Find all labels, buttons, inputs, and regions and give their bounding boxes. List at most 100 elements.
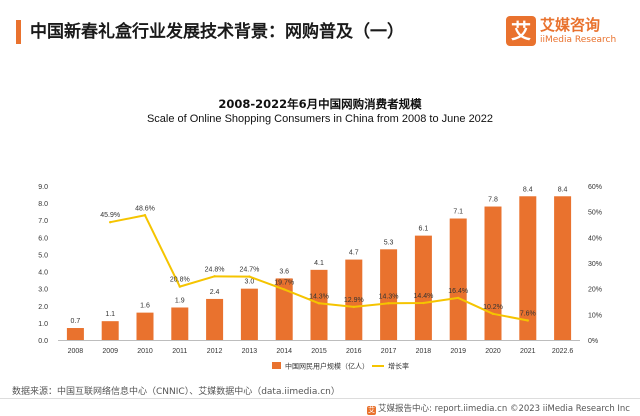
- bar: [310, 269, 328, 340]
- bar-value-label: 3.6: [279, 268, 289, 275]
- bar-value-label: 6.1: [419, 226, 429, 233]
- bar: [171, 307, 189, 340]
- growth-rate-label: 16.4%: [448, 288, 468, 295]
- logo-name-cn: 艾媒咨询: [540, 16, 601, 34]
- y-left-tick-label: 0.0: [38, 338, 48, 345]
- y-right-tick-label: 50%: [588, 210, 602, 217]
- bar-value-label: 0.7: [71, 318, 81, 325]
- growth-rate-point: [387, 302, 390, 305]
- footer-logo-icon: 艾: [367, 406, 377, 415]
- x-tick-label: 2012: [207, 348, 223, 355]
- bar: [519, 196, 537, 340]
- growth-rate-label: 24.8%: [205, 266, 225, 273]
- growth-rate-point: [283, 288, 286, 291]
- y-right-tick-label: 30%: [588, 261, 602, 268]
- x-tick-label: 2020: [485, 348, 501, 355]
- bar-value-label: 4.7: [349, 250, 359, 257]
- bar: [275, 278, 293, 340]
- y-right-tick-label: 60%: [588, 184, 602, 191]
- growth-rate-label: 14.4%: [413, 293, 433, 300]
- bar: [101, 321, 119, 340]
- bar: [345, 259, 363, 340]
- iimedia-logo: 艾 艾媒咨询 iiMedia Research: [506, 16, 626, 50]
- bar: [136, 312, 154, 340]
- bar: [206, 298, 224, 340]
- chart-title: 2008-2022年6月中国网购消费者规模: [218, 97, 422, 111]
- title-accent-bar: [16, 20, 21, 44]
- growth-rate-point: [422, 301, 425, 305]
- y-left-tick-label: 3.0: [38, 287, 48, 294]
- y-right-tick-label: 10%: [588, 312, 602, 319]
- x-tick-label: 2013: [242, 348, 258, 355]
- page-title: 中国新春礼盒行业发展技术背景：网购普及（一）: [30, 22, 404, 42]
- x-tick-label: 2021: [520, 348, 536, 355]
- bar-value-label: 7.8: [488, 197, 498, 204]
- growth-rate-label: 45.9%: [100, 212, 120, 219]
- x-tick-label: 2010: [137, 348, 153, 355]
- y-left-tick-label: 9.0: [38, 184, 48, 191]
- x-tick-label: 2014: [276, 348, 292, 355]
- bar-value-label: 4.1: [314, 260, 324, 267]
- bar-value-label: 1.1: [105, 311, 115, 318]
- x-tick-label: 2015: [311, 348, 327, 355]
- footer: 艾艾媒报告中心: report.iimedia.cn ©2023 iiMedia…: [367, 402, 630, 415]
- growth-rate-label: 19.7%: [274, 279, 294, 286]
- bar: [449, 218, 467, 340]
- growth-rate-label: 10.2%: [483, 304, 503, 311]
- y-right-tick-label: 40%: [588, 235, 602, 242]
- bar: [554, 196, 572, 340]
- growth-rate-label: 48.6%: [135, 205, 155, 212]
- bar-value-label: 7.1: [453, 209, 463, 216]
- bar-value-label: 8.4: [523, 186, 533, 193]
- growth-rate-label: 14.3%: [309, 293, 329, 300]
- data-source-note: 数据来源：中国互联网络信息中心（CNNIC）、艾媒数据中心（data.iimed…: [12, 387, 340, 397]
- chart-subtitle: Scale of Online Shopping Consumers in Ch…: [146, 113, 494, 125]
- y-right-tick-label: 0%: [588, 338, 598, 345]
- growth-rate-point: [317, 302, 321, 305]
- growth-rate-point: [213, 275, 216, 278]
- growth-rate-point: [457, 296, 460, 300]
- growth-rate-label: 24.7%: [239, 267, 259, 274]
- bar-value-label: 8.4: [558, 186, 568, 193]
- bar: [484, 206, 502, 340]
- y-left-tick-label: 8.0: [38, 201, 48, 208]
- x-tick-label: 2017: [381, 348, 397, 355]
- growth-rate-label: 14.3%: [379, 293, 399, 300]
- y-left-tick-label: 5.0: [38, 252, 48, 259]
- footer-text: 艾媒报告中心: report.iimedia.cn ©2023 iiMedia …: [378, 404, 630, 414]
- bar: [380, 249, 398, 340]
- x-tick-label: 2009: [102, 348, 118, 355]
- bar-value-label: 1.6: [140, 303, 150, 310]
- growth-rate-point: [248, 275, 251, 278]
- growth-rate-point: [178, 285, 181, 288]
- y-left-tick-label: 7.0: [38, 218, 48, 225]
- x-tick-label: 2008: [68, 348, 84, 355]
- x-tick-label: 2016: [346, 348, 362, 355]
- y-left-tick-label: 4.0: [38, 270, 48, 277]
- growth-rate-point: [109, 220, 112, 224]
- legend-bar-label: 中国网民用户规模（亿人）: [285, 362, 369, 371]
- logo-name-en: iiMedia Research: [540, 35, 617, 45]
- y-left-tick-label: 2.0: [38, 304, 48, 311]
- logo-mark-icon: 艾: [506, 16, 536, 46]
- legend-line-label: 增长率: [388, 362, 409, 371]
- bar-value-label: 2.4: [210, 289, 220, 296]
- bar-value-label: 1.9: [175, 297, 185, 304]
- y-left-tick-label: 6.0: [38, 235, 48, 242]
- growth-rate-label: 7.6%: [520, 310, 536, 317]
- x-tick-label: 2011: [172, 348, 187, 355]
- bar: [414, 235, 432, 340]
- bar: [240, 288, 258, 340]
- y-right-tick-label: 20%: [588, 287, 602, 294]
- x-tick-label: 2018: [416, 348, 432, 355]
- growth-rate-label: 20.8%: [170, 277, 190, 284]
- growth-rate-point: [491, 312, 495, 316]
- x-tick-label: 2022.6: [552, 348, 574, 355]
- growth-rate-point: [352, 305, 355, 309]
- bar-value-label: 5.3: [384, 239, 394, 246]
- growth-rate-point: [526, 319, 529, 322]
- y-left-tick-label: 1.0: [38, 321, 48, 328]
- legend-bar-swatch: [272, 362, 281, 369]
- growth-rate-point: [143, 214, 147, 217]
